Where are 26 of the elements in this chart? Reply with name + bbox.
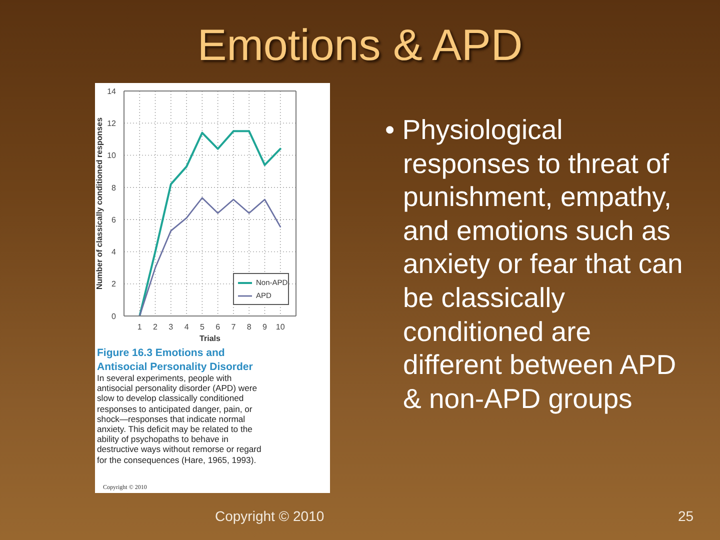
text: • Physiological responses to threat of punishment, empathy, and emotions such as anxiety or fear that can be classically conditioned are different between APD & non-APD groups <box>385 114 683 414</box>
x-tick-label: 9 <box>262 322 268 332</box>
caption: Figure 16.3 Emotions and Antisocial Personality Disorder <box>97 346 254 374</box>
y-tick-label: 4 <box>112 248 117 257</box>
chart-title: Emotions & APD <box>196 20 524 72</box>
text: 25 <box>678 507 695 525</box>
y-tick-label: 0 <box>112 312 117 321</box>
y-tick-label: 12 <box>107 118 117 128</box>
x-tick-label: 6 <box>216 322 221 332</box>
x-tick-label: 1 <box>137 322 142 332</box>
x-tick-label: 2 <box>153 322 158 332</box>
text: Copyright © 2010 <box>215 507 326 525</box>
y-axis-title: Number of classically conditioned responses <box>94 116 104 290</box>
x-tick-label: 10 <box>276 322 286 332</box>
y-tick-label: 6 <box>112 215 117 224</box>
x-tick-label: 4 <box>184 322 190 332</box>
x-tick-label: 3 <box>168 322 174 332</box>
x-axis-title: Trials <box>200 334 221 343</box>
y-tick-label: 8 <box>112 183 117 192</box>
y-tick-label: 14 <box>107 86 117 96</box>
x-tick-label: 7 <box>231 322 236 332</box>
x-tick-label: 5 <box>200 322 205 332</box>
y-tick-label: 2 <box>112 280 117 289</box>
text: In several experiments, people with antisocial personality disorder (APD) were slow to develop classically conditioned responses to anticipated danger, pain, or shock—responses that indicate normal anxiety. This deficit may be related to the ability of psychopaths to behave in destructive ways without remorse or regard for the consequences (Hare, 1965, 1993). <box>97 373 262 465</box>
x-tick-label: 8 <box>246 322 252 332</box>
y-tick-label: 10 <box>107 151 117 160</box>
